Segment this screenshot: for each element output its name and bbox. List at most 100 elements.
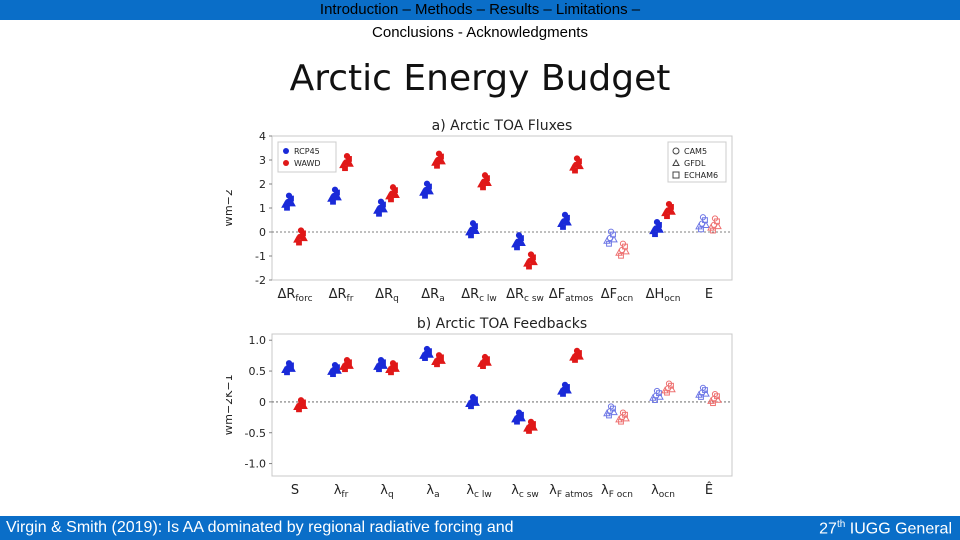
panel-b-marker-rcp45 (699, 384, 707, 391)
footer-bar: Virgin & Smith (2019): Is AA dominated b… (0, 516, 960, 540)
footer-citation: Virgin & Smith (2019): Is AA dominated b… (6, 519, 514, 536)
panel-a-marker-wawd (573, 155, 581, 162)
panel-a-marker-wawd (714, 222, 722, 230)
panel-a-marker-rcp45 (469, 220, 477, 227)
energy-budget-figure: a) Arctic TOA Fluxes 4 3 2 1 0 -1 -2 Wm−2 RCP45 WA… (226, 118, 733, 500)
panel-a-marker-wawd (392, 191, 400, 198)
panel-b-marker-rcp45 (518, 414, 526, 422)
panel-a-marker-rcp45 (468, 232, 474, 239)
panel-b-marker-wawd (665, 380, 673, 387)
panel-b-marker-wawd (392, 365, 400, 372)
panel-a-marker-rcp45 (515, 232, 523, 239)
panel-b-marker-wawd (434, 361, 440, 368)
panel-a-legend-marker (672, 147, 680, 155)
panel-b-marker-wawd (573, 347, 581, 354)
panel-a-marker-rcp45 (334, 193, 342, 201)
panel-a-ytick-label: 3 (259, 154, 266, 167)
panel-a-ylabel: Wm−2 (226, 189, 235, 227)
panel-a-marker-wawd (576, 162, 584, 170)
panel-a-marker-rcp45 (380, 205, 388, 213)
panel-a-marker-rcp45 (284, 204, 290, 211)
panel-b-marker-rcp45 (285, 360, 293, 367)
panel-b-marker-wawd (438, 356, 446, 364)
panel-a-marker-wawd (389, 184, 397, 191)
panel-b-marker-rcp45 (561, 381, 569, 388)
panel-a-ytick-label: -1 (255, 250, 266, 263)
panel-a-marker-rcp45 (698, 226, 704, 233)
panel-a-xtick-label: ΔFocn (601, 287, 634, 304)
panel-b-marker-rcp45 (702, 389, 710, 397)
panel-a-legend-label: RCP45 (294, 147, 320, 156)
top-navigation-bar (0, 0, 960, 20)
panel-a-marker-rcp45 (561, 211, 569, 218)
panel-a-marker-wawd (388, 196, 394, 203)
panel-b-marker-rcp45 (422, 355, 428, 361)
panel-b-xtick-label: λocn (651, 483, 675, 500)
panel-b-marker-rcp45 (606, 412, 612, 419)
panel-b-marker-rcp45 (564, 386, 572, 394)
panel-a-legend-label: CAM5 (684, 147, 707, 156)
panel-a-ytick-label: 0 (259, 226, 266, 239)
panel-b-marker-wawd (714, 395, 722, 403)
panel-b-marker-wawd (484, 358, 492, 366)
panel-a-legend-marker (672, 158, 680, 166)
panel-a-marker-wawd (526, 263, 532, 270)
panel-a-marker-rcp45 (376, 210, 382, 217)
panel-a-marker-rcp45 (606, 240, 612, 247)
panel-a-title: a) Arctic TOA Fluxes (432, 118, 573, 134)
panel-a-marker-rcp45 (377, 198, 385, 205)
panel-a-ytick-label: 2 (259, 178, 266, 191)
panel-a-xtick-label: ΔHocn (646, 287, 681, 304)
event-ordinal-suffix: th (836, 519, 846, 530)
panel-a-marker-wawd (296, 239, 302, 246)
panel-a-marker-wawd (342, 165, 348, 172)
panel-a-marker-wawd (435, 150, 443, 157)
panel-b-marker-wawd (572, 357, 578, 363)
panel-b-marker-rcp45 (380, 361, 388, 369)
panel-a-marker-rcp45 (653, 218, 661, 226)
panel-b-xtick-label: S (291, 483, 299, 498)
panel-a-group: a) Arctic TOA Fluxes 4 3 2 1 0 -1 -2 Wm−2 RCP45 WA… (226, 118, 733, 287)
panel-b-marker-rcp45 (698, 394, 704, 400)
panel-b-xtick-label: λF ocn (601, 483, 633, 500)
panel-a-marker-rcp45 (518, 239, 526, 246)
panel-b-marker-wawd (711, 390, 719, 398)
panel-a-marker-wawd (346, 159, 354, 167)
panel-b-ylabel: Wm−2K−1 (226, 374, 235, 435)
panel-a-marker-wawd (297, 227, 305, 234)
panel-a-ytick-label: 4 (259, 130, 266, 143)
panel-a-marker-wawd (668, 207, 676, 215)
panel-b-marker-rcp45 (472, 398, 480, 406)
panel-a-marker-rcp45 (652, 231, 658, 238)
panel-b-xtick-label: λc sw (511, 483, 539, 500)
panel-a-legend-marker (283, 148, 289, 154)
panel-b-xtick-label: λc lw (466, 483, 491, 500)
panel-a-xtick-label: ΔRforc (277, 287, 312, 304)
panel-a-legend-label: ECHAM6 (684, 171, 718, 180)
panel-a-marker-wawd (530, 258, 538, 266)
panel-b-title: b) Arctic TOA Feedbacks (417, 316, 587, 332)
panel-a-xtick-label: ΔRa (421, 287, 444, 304)
panel-a-marker-wawd (618, 252, 624, 259)
panel-a-marker-wawd (572, 167, 578, 174)
panel-b-marker-wawd (435, 352, 443, 359)
panel-a-marker-wawd (710, 227, 716, 234)
panel-a-marker-rcp45 (702, 221, 710, 228)
panel-a-xtick-label: ΔRc sw (506, 287, 544, 304)
panel-b-marker-wawd (300, 402, 308, 409)
panel-a-marker-rcp45 (423, 180, 431, 187)
panel-b-marker-wawd (526, 428, 532, 434)
panel-b-marker-rcp45 (653, 387, 661, 395)
panel-b-ytick-label: -0.5 (245, 427, 266, 440)
panel-a-marker-wawd (711, 215, 719, 222)
panel-a-marker-wawd (622, 247, 630, 255)
panel-a-marker-wawd (484, 179, 492, 186)
panel-a-marker-wawd (619, 240, 627, 247)
panel-a-marker-wawd (300, 234, 308, 242)
panel-a-marker-wawd (438, 157, 446, 165)
nav-line-2: Conclusions - Acknowledgments (372, 24, 588, 41)
panel-b-marker-rcp45 (652, 397, 658, 403)
panel-a-marker-wawd (343, 152, 351, 160)
panel-b-group: b) Arctic TOA Feedbacks 1.0 0.5 0 -0.5 -1.0 Wm… (226, 316, 733, 477)
panel-b-marker-wawd (342, 366, 348, 373)
